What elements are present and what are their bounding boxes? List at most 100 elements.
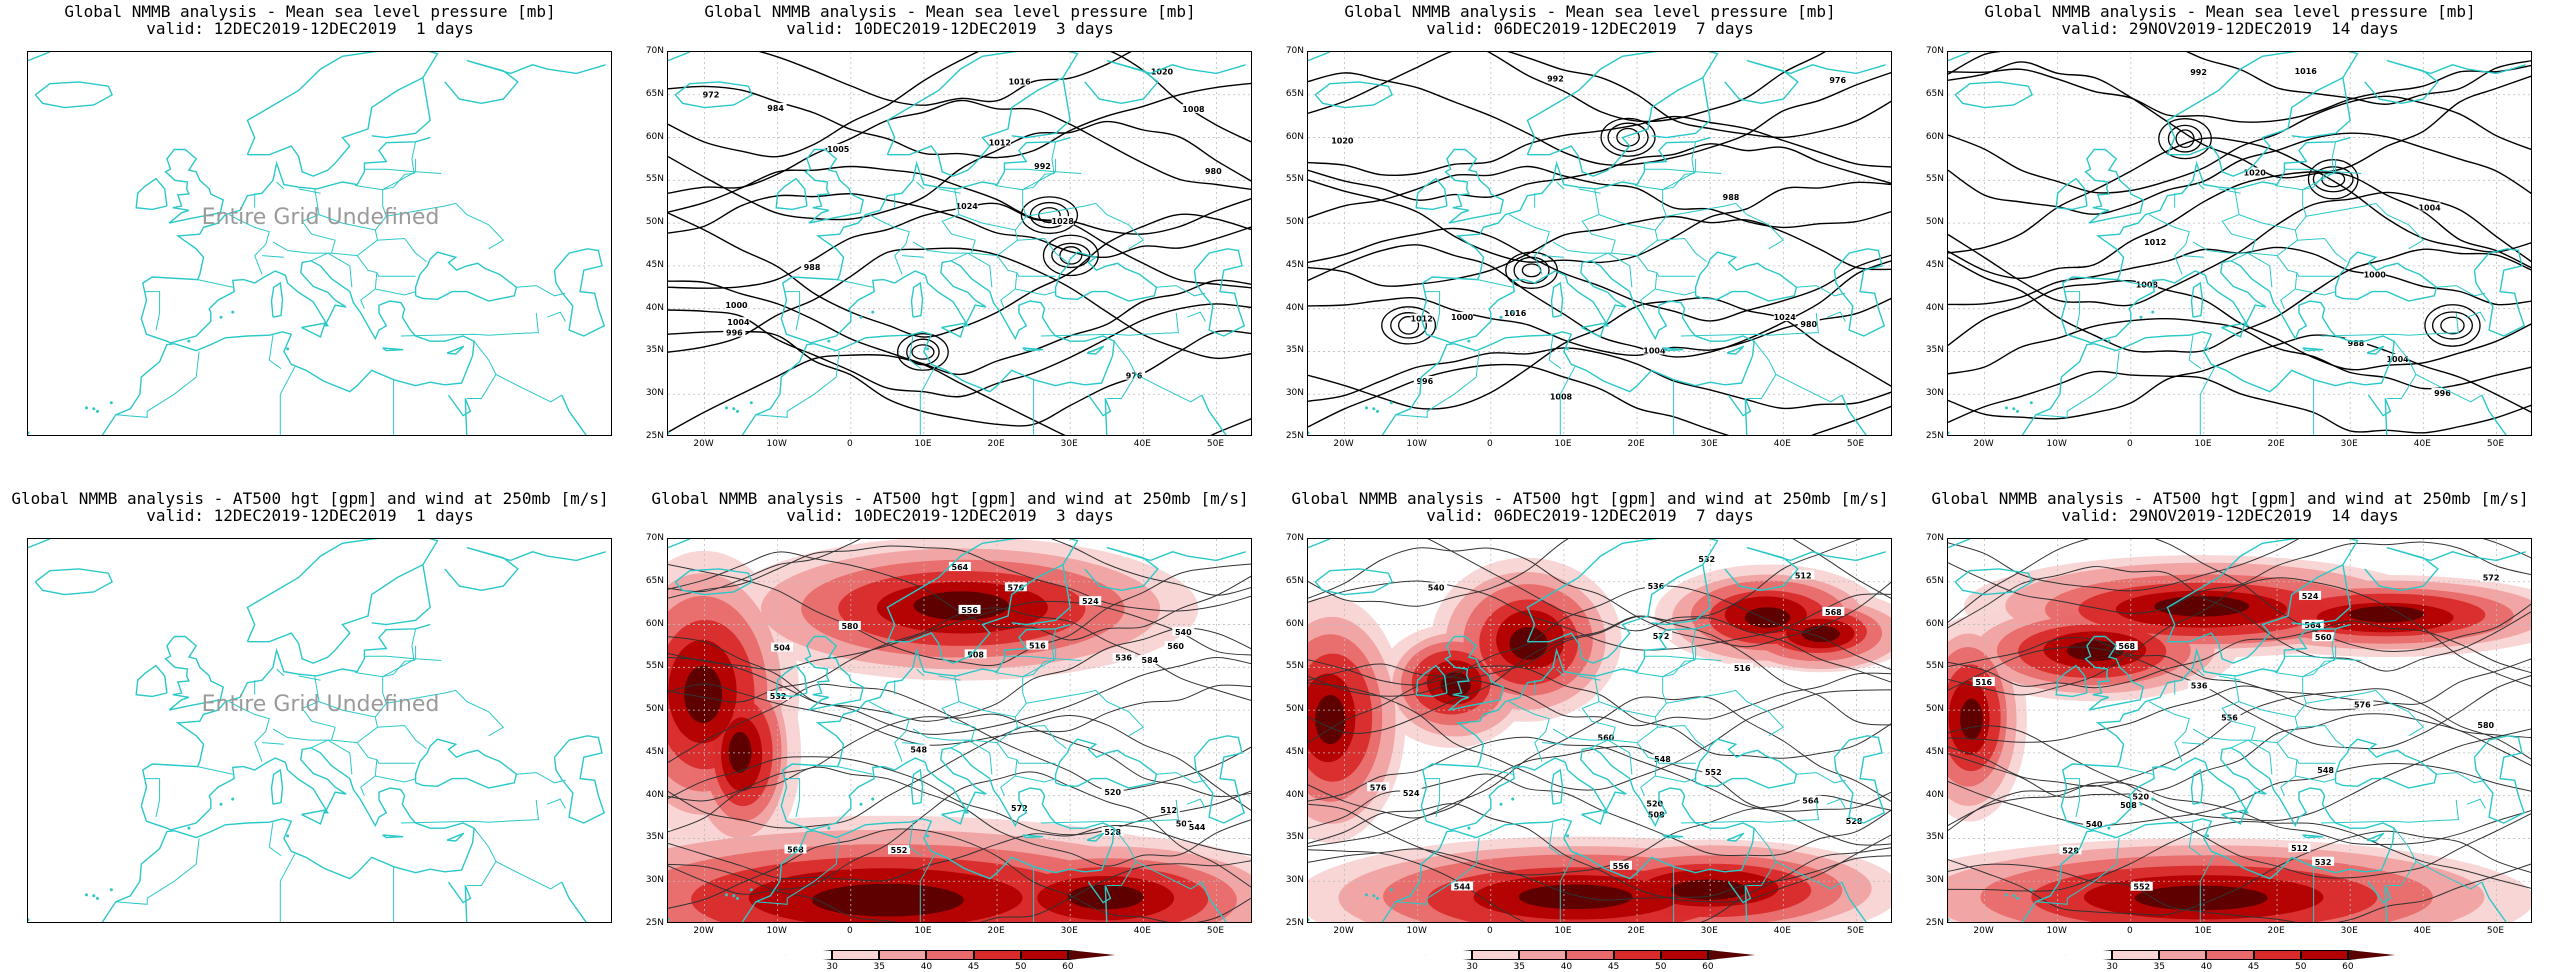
coastline bbox=[553, 735, 606, 824]
map-frame: 980 988 992 996 1000 1004 1008 1012 1016 1020 1024… bbox=[1307, 51, 1892, 436]
latitude-label: 30N bbox=[645, 875, 664, 886]
contour-label-bg bbox=[2188, 680, 2211, 690]
island bbox=[735, 409, 739, 413]
coastline bbox=[1550, 281, 1564, 318]
contour-label-bg bbox=[1079, 596, 1102, 606]
country-border bbox=[2294, 716, 2347, 749]
country-border bbox=[950, 252, 969, 262]
country-border bbox=[2230, 739, 2249, 749]
contour-label-bg bbox=[1792, 570, 1815, 580]
coastline bbox=[2190, 281, 2204, 318]
contour-label: 972 bbox=[703, 91, 720, 100]
isoline bbox=[1948, 646, 2531, 750]
isoline bbox=[1308, 745, 1891, 847]
country-border bbox=[1106, 861, 1137, 886]
coastline bbox=[910, 768, 924, 805]
coastline-layer bbox=[28, 539, 606, 922]
country-border bbox=[276, 181, 285, 190]
contour-label: 1004 bbox=[1643, 347, 1666, 356]
map-panel-mslp-3: Global NMMB analysis - Mean sea level pr… bbox=[1920, 3, 2540, 473]
contour-label-bg bbox=[1719, 192, 1742, 202]
coastline bbox=[246, 539, 439, 664]
isoline bbox=[1948, 370, 2531, 434]
country-border bbox=[2302, 658, 2362, 678]
country-border bbox=[2196, 181, 2205, 190]
contour-label-bg bbox=[2218, 712, 2241, 722]
contour-label-bg bbox=[1101, 826, 1124, 836]
coastline bbox=[28, 539, 51, 549]
coastline bbox=[1087, 394, 1112, 435]
latitude-label: 50N bbox=[645, 704, 664, 715]
isoline bbox=[1308, 736, 1891, 812]
island bbox=[926, 347, 930, 351]
coastline bbox=[886, 52, 1079, 177]
country-border bbox=[1425, 778, 1441, 818]
coastline bbox=[446, 832, 465, 842]
contour-label: 580 bbox=[841, 622, 858, 631]
country-border bbox=[967, 739, 993, 775]
country-border bbox=[331, 726, 378, 744]
contour-label-bg bbox=[827, 143, 850, 153]
contour-label: 528 bbox=[1104, 828, 1121, 837]
country-border bbox=[1014, 229, 1067, 262]
latitude-label: 55N bbox=[1925, 661, 1944, 672]
isoline bbox=[668, 860, 1251, 922]
contour-label: 576 bbox=[1008, 583, 1025, 592]
contour-label: 552 bbox=[2133, 883, 2150, 892]
contour-label-bg bbox=[2129, 791, 2152, 801]
coastline bbox=[301, 322, 326, 338]
country-border bbox=[1691, 628, 1697, 647]
country-border bbox=[1636, 255, 1696, 277]
country-border bbox=[2117, 766, 2153, 775]
closed-isoline bbox=[2158, 118, 2212, 160]
contour-label: 552 bbox=[891, 846, 908, 855]
longitude-label: 10E bbox=[1554, 926, 1572, 936]
country-border bbox=[327, 252, 353, 288]
contour-label: 576 bbox=[1370, 783, 1387, 792]
contour-label: 516 bbox=[1734, 664, 1751, 673]
contour-label: 1000 bbox=[1451, 313, 1474, 322]
coastline bbox=[1841, 881, 1867, 922]
latitude-label: 55N bbox=[1285, 661, 1304, 672]
isoline bbox=[668, 714, 1251, 829]
colorbar-swatch bbox=[2159, 950, 2207, 960]
map-panel-mslp-0: Global NMMB analysis - Mean sea level pr… bbox=[0, 3, 620, 473]
contour-label: 568 bbox=[1825, 608, 1842, 617]
coastline bbox=[2221, 322, 2246, 338]
country-border bbox=[268, 822, 282, 857]
contour-label-bg bbox=[1164, 641, 1187, 651]
country-border bbox=[374, 716, 427, 749]
longitude-label: 20W bbox=[693, 439, 714, 449]
panel-title: Global NMMB analysis - AT500 hgt [gpm] a… bbox=[640, 490, 1260, 524]
coastline bbox=[34, 81, 113, 109]
coastline bbox=[1948, 52, 1971, 62]
country-border bbox=[2247, 739, 2273, 775]
colorbar-label: 50 bbox=[1014, 962, 1027, 972]
coastline bbox=[2334, 738, 2438, 789]
longitude-label: 50E bbox=[1846, 439, 1865, 449]
island bbox=[109, 401, 113, 405]
country-border bbox=[1000, 759, 1018, 796]
contour-label: 548 bbox=[2317, 766, 2334, 775]
country-border bbox=[2306, 689, 2425, 737]
country-border bbox=[1680, 799, 1819, 824]
closed-isoline bbox=[897, 333, 949, 371]
contour-label-bg bbox=[784, 844, 807, 854]
contour-label: 516 bbox=[1975, 678, 1992, 687]
isoline bbox=[668, 330, 1251, 427]
map-panel-mslp-1: Global NMMB analysis - Mean sea level pr… bbox=[640, 3, 1260, 473]
contour-label: 1008 bbox=[1182, 105, 1205, 114]
country-border bbox=[1827, 311, 1846, 322]
latitude-label: 45N bbox=[1285, 746, 1304, 757]
map-canvas: 5085125165205245285325365405485525565605… bbox=[1948, 539, 2531, 922]
country-border bbox=[1655, 288, 1696, 296]
coastline bbox=[1662, 834, 1684, 839]
map-frame: 1000 1004 1008 1012 1016 1020 1024 1028 984 988 99… bbox=[667, 51, 1252, 436]
island bbox=[859, 802, 863, 806]
closed-isoline bbox=[1390, 312, 1428, 339]
isoline bbox=[1948, 784, 2531, 879]
country-border bbox=[1654, 229, 1707, 262]
coastline bbox=[2366, 345, 2385, 355]
isoline bbox=[668, 766, 1251, 867]
country-border bbox=[1113, 340, 1203, 403]
